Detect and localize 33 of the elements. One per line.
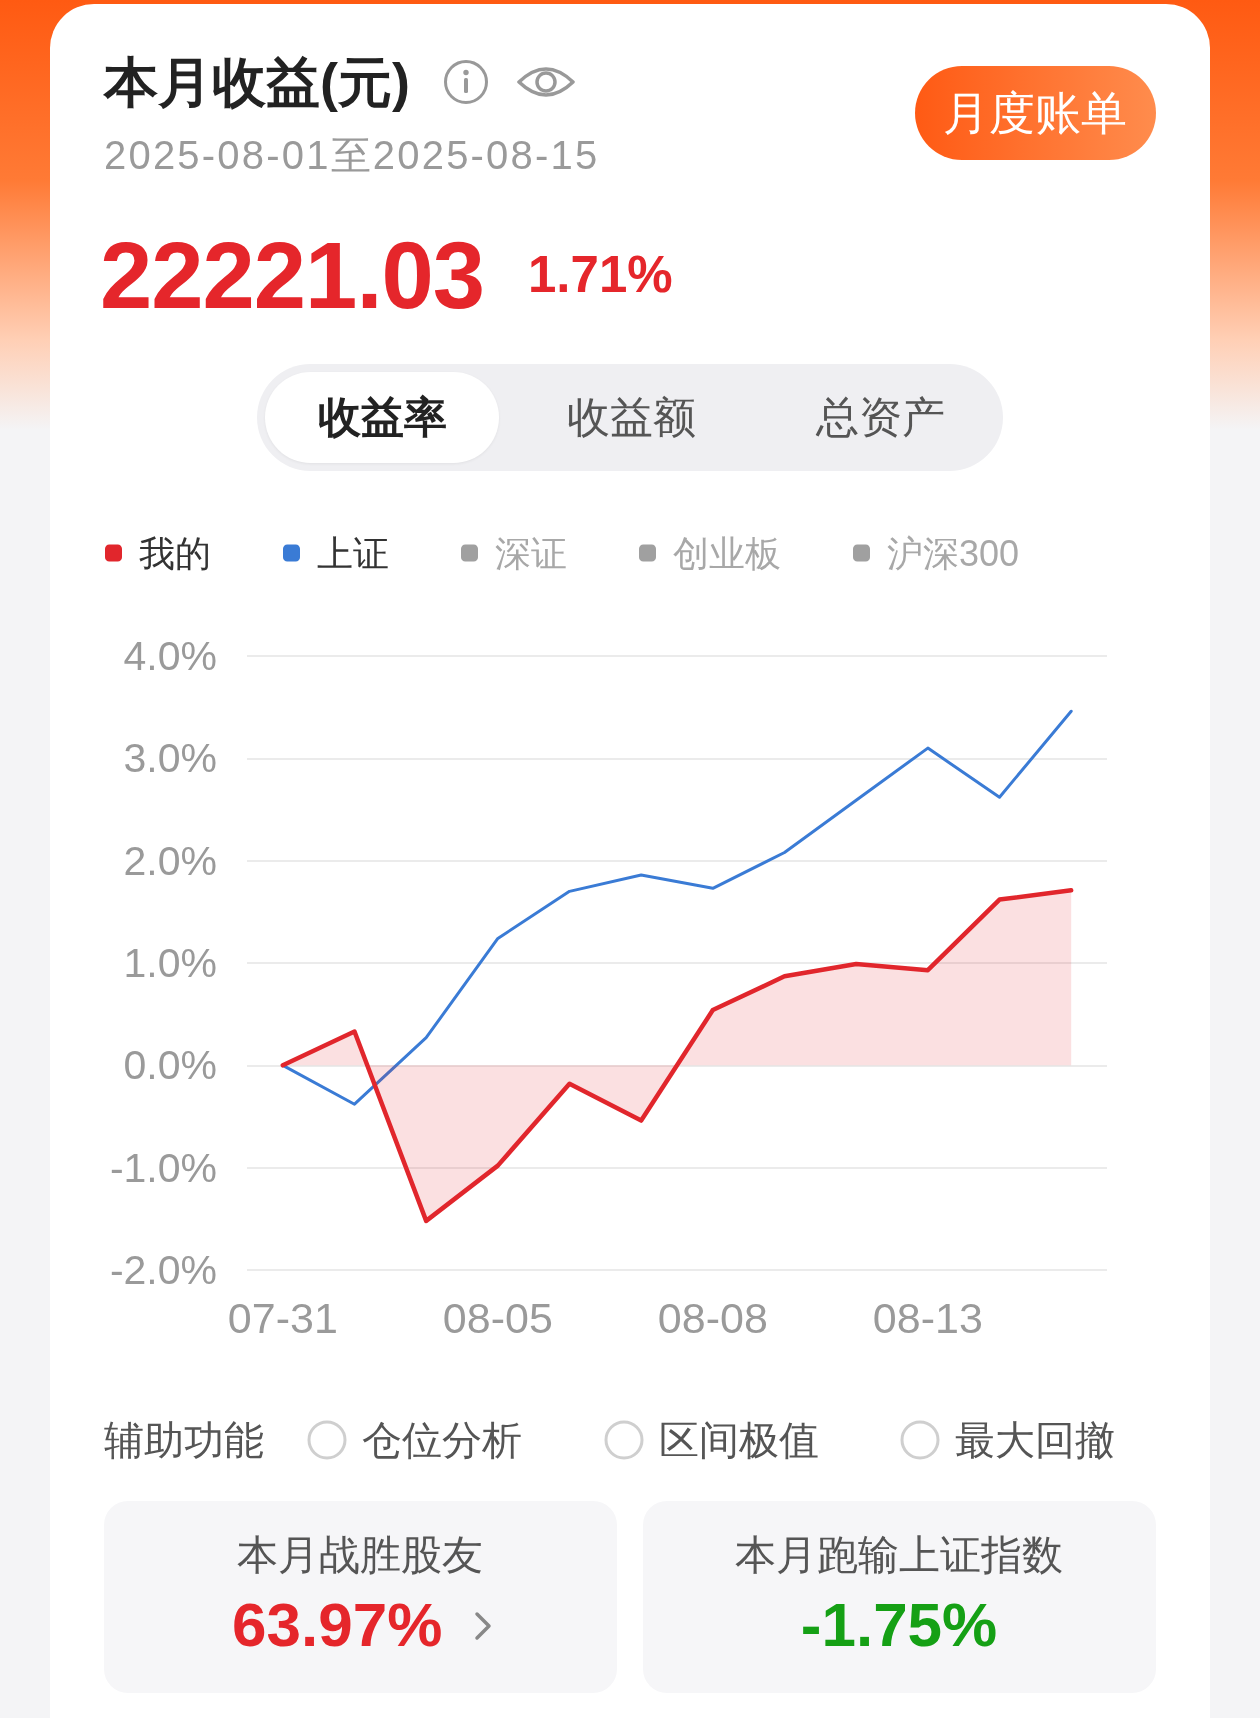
legend-label: 上证 [317, 532, 389, 574]
y-tick-label: 1.0% [123, 940, 217, 986]
text: 本月跑输上证指数 [735, 1531, 1063, 1580]
text: 1.71% [528, 245, 673, 305]
legend-label: 我的 [139, 532, 211, 574]
x-tick-label: 08-05 [442, 1293, 553, 1342]
x-tick-label: 07-31 [227, 1293, 338, 1342]
text: 辅助功能 [104, 1417, 264, 1464]
text: 收益额 [566, 392, 696, 443]
x-tick-label: 08-13 [872, 1293, 983, 1342]
text: -1.75% [800, 1589, 998, 1661]
chart-subtitle: 2025-08-01至2025-08-15 [104, 132, 600, 178]
text: 月度账单 [943, 86, 1127, 141]
y-tick-label: 3.0% [123, 735, 217, 782]
y-tick-label: 4.0% [123, 633, 217, 679]
y-tick-label: 2.0% [123, 837, 217, 884]
text: 收益率 [317, 392, 447, 443]
line-series [281, 709, 1073, 1106]
text: 22221.03 [100, 222, 485, 330]
y-tick-label: 0.0% [123, 1042, 217, 1089]
text: 总资产 [815, 392, 945, 443]
text: 本月战胜股友 [237, 1531, 483, 1580]
legend-label: 创业板 [673, 532, 781, 574]
text: 区间极值 [659, 1417, 819, 1464]
legend-label: 沪深300 [887, 532, 1020, 574]
chart-title: 本月收益(元) [104, 51, 410, 114]
y-tick-label: -2.0% [109, 1247, 217, 1293]
text: 仓位分析 [362, 1417, 522, 1464]
legend-label: 深证 [495, 532, 567, 574]
x-tick-label: 08-08 [657, 1293, 768, 1342]
text: 最大回撤 [955, 1417, 1115, 1464]
y-tick-label: -1.0% [109, 1144, 217, 1191]
text: 63.97% [232, 1589, 443, 1661]
